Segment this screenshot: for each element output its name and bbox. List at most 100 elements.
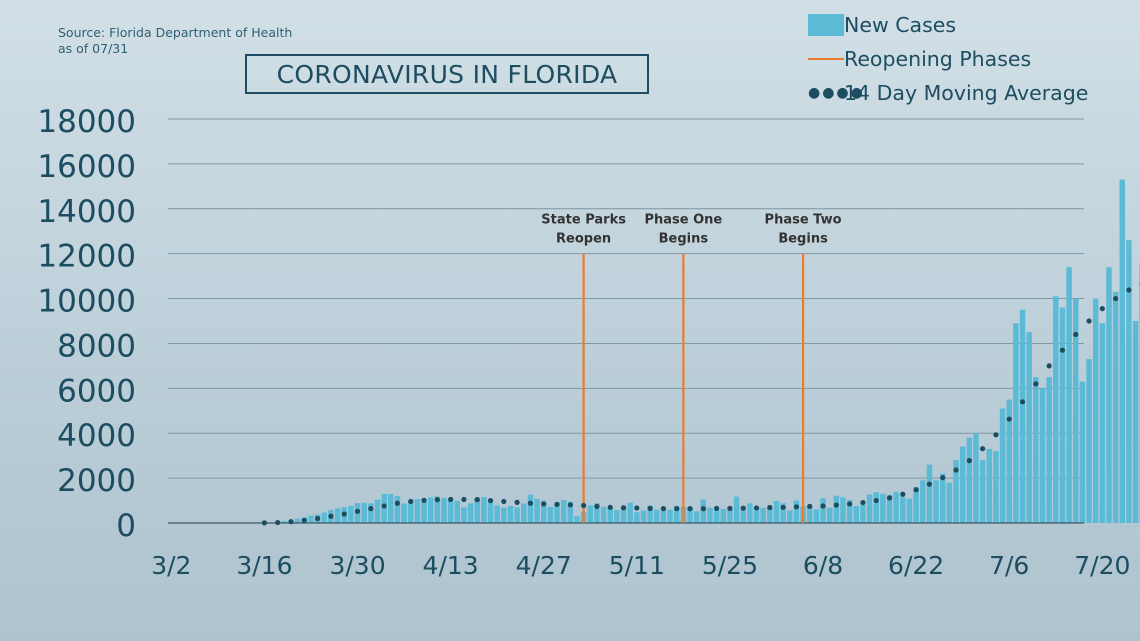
case-bar bbox=[747, 503, 753, 523]
moving-average-point bbox=[487, 497, 494, 504]
case-bar bbox=[753, 507, 760, 523]
case-bar bbox=[414, 498, 421, 523]
case-bar bbox=[574, 516, 580, 523]
moving-average-point bbox=[1059, 347, 1066, 353]
case-bar bbox=[600, 506, 607, 523]
case-bar bbox=[1073, 298, 1079, 523]
case-bar bbox=[441, 497, 447, 523]
moving-average-point bbox=[341, 511, 347, 517]
as-of-date: as of 07/31 bbox=[58, 41, 129, 56]
case-bar bbox=[487, 499, 494, 523]
case-bar bbox=[940, 473, 946, 523]
case-bar bbox=[993, 451, 999, 523]
moving-average-point bbox=[368, 506, 374, 512]
case-bar bbox=[614, 509, 620, 523]
moving-average-point bbox=[288, 519, 294, 525]
moving-average-point bbox=[993, 432, 999, 438]
case-bar bbox=[1033, 377, 1039, 523]
case-bar bbox=[587, 505, 593, 523]
case-bar bbox=[906, 498, 913, 523]
moving-average-point bbox=[448, 496, 454, 503]
case-bar bbox=[640, 510, 647, 523]
case-bar bbox=[886, 494, 893, 523]
case-bar bbox=[713, 509, 720, 523]
case-bar bbox=[1006, 399, 1012, 523]
case-bar bbox=[1086, 359, 1092, 523]
moving-average-point bbox=[1046, 363, 1052, 369]
moving-average-point bbox=[1006, 416, 1012, 422]
x-tick-label: 6/8 bbox=[803, 551, 843, 580]
case-bar bbox=[481, 496, 487, 523]
case-bar bbox=[853, 505, 859, 523]
x-tick-label: 3/16 bbox=[236, 551, 292, 580]
case-bar bbox=[527, 494, 534, 523]
phase-label: Reopen bbox=[556, 232, 611, 247]
case-bar bbox=[620, 507, 627, 523]
moving-average-point bbox=[1073, 331, 1079, 338]
moving-average-point bbox=[674, 506, 680, 512]
moving-average-point bbox=[315, 515, 321, 522]
moving-average-point bbox=[700, 506, 706, 512]
case-bar bbox=[687, 507, 693, 523]
y-tick-label: 12000 bbox=[37, 239, 136, 275]
moving-average-point bbox=[1099, 306, 1105, 312]
case-bar bbox=[560, 500, 567, 523]
y-tick-label: 4000 bbox=[57, 418, 136, 454]
case-bar bbox=[294, 518, 301, 523]
y-tick-label: 0 bbox=[116, 508, 136, 544]
case-bar bbox=[547, 506, 554, 523]
x-tick-label: 3/30 bbox=[329, 551, 385, 580]
phase-label: Phase Two bbox=[765, 213, 842, 228]
moving-average-point bbox=[1033, 381, 1039, 387]
case-bar bbox=[1112, 291, 1119, 523]
y-tick-label: 16000 bbox=[37, 149, 136, 185]
moving-average-point bbox=[753, 505, 760, 511]
case-bar bbox=[461, 507, 467, 523]
case-bar bbox=[427, 497, 434, 523]
case-bar bbox=[521, 503, 527, 523]
case-bar bbox=[408, 500, 414, 523]
moving-average-point bbox=[767, 504, 773, 511]
case-bar bbox=[401, 503, 407, 523]
case-bar bbox=[727, 507, 733, 523]
case-bar bbox=[986, 448, 992, 523]
case-bar bbox=[368, 503, 374, 523]
moving-average-point bbox=[953, 467, 959, 473]
case-bar bbox=[1053, 296, 1059, 523]
moving-average-point bbox=[780, 504, 786, 510]
case-bar bbox=[507, 505, 514, 523]
case-bar bbox=[667, 509, 673, 523]
case-bar bbox=[501, 507, 507, 523]
case-bar bbox=[813, 509, 820, 523]
moving-average-point bbox=[620, 505, 627, 511]
case-bar bbox=[660, 509, 667, 523]
y-tick-label: 10000 bbox=[37, 284, 136, 320]
x-tick-label: 4/27 bbox=[516, 551, 572, 580]
legend-item-reopening: Reopening Phases bbox=[808, 42, 1088, 76]
case-bar bbox=[567, 501, 574, 523]
case-bar bbox=[1106, 267, 1112, 523]
case-bar bbox=[308, 515, 314, 523]
case-bar bbox=[1099, 323, 1106, 523]
moving-average-point bbox=[1126, 287, 1132, 293]
chart-title: CORONAVIRUS IN FLORIDA bbox=[245, 54, 649, 94]
case-bar bbox=[607, 508, 613, 523]
moving-average-point bbox=[434, 497, 440, 503]
y-tick-label: 18000 bbox=[37, 104, 136, 140]
case-bar bbox=[421, 499, 427, 523]
case-bar bbox=[388, 494, 394, 523]
moving-average-point bbox=[966, 458, 972, 464]
case-bar bbox=[361, 502, 367, 523]
case-bar bbox=[447, 500, 454, 523]
phase-label: Begins bbox=[659, 232, 709, 247]
moving-average-point bbox=[687, 506, 693, 512]
case-bar bbox=[933, 480, 939, 523]
case-bar bbox=[674, 505, 680, 523]
legend-item-new-cases: New Cases bbox=[808, 8, 1088, 42]
moving-average-point bbox=[514, 499, 520, 505]
moving-average-point bbox=[793, 504, 800, 510]
case-bar bbox=[654, 509, 660, 523]
case-bar bbox=[534, 498, 540, 523]
moving-average-point bbox=[394, 500, 401, 506]
